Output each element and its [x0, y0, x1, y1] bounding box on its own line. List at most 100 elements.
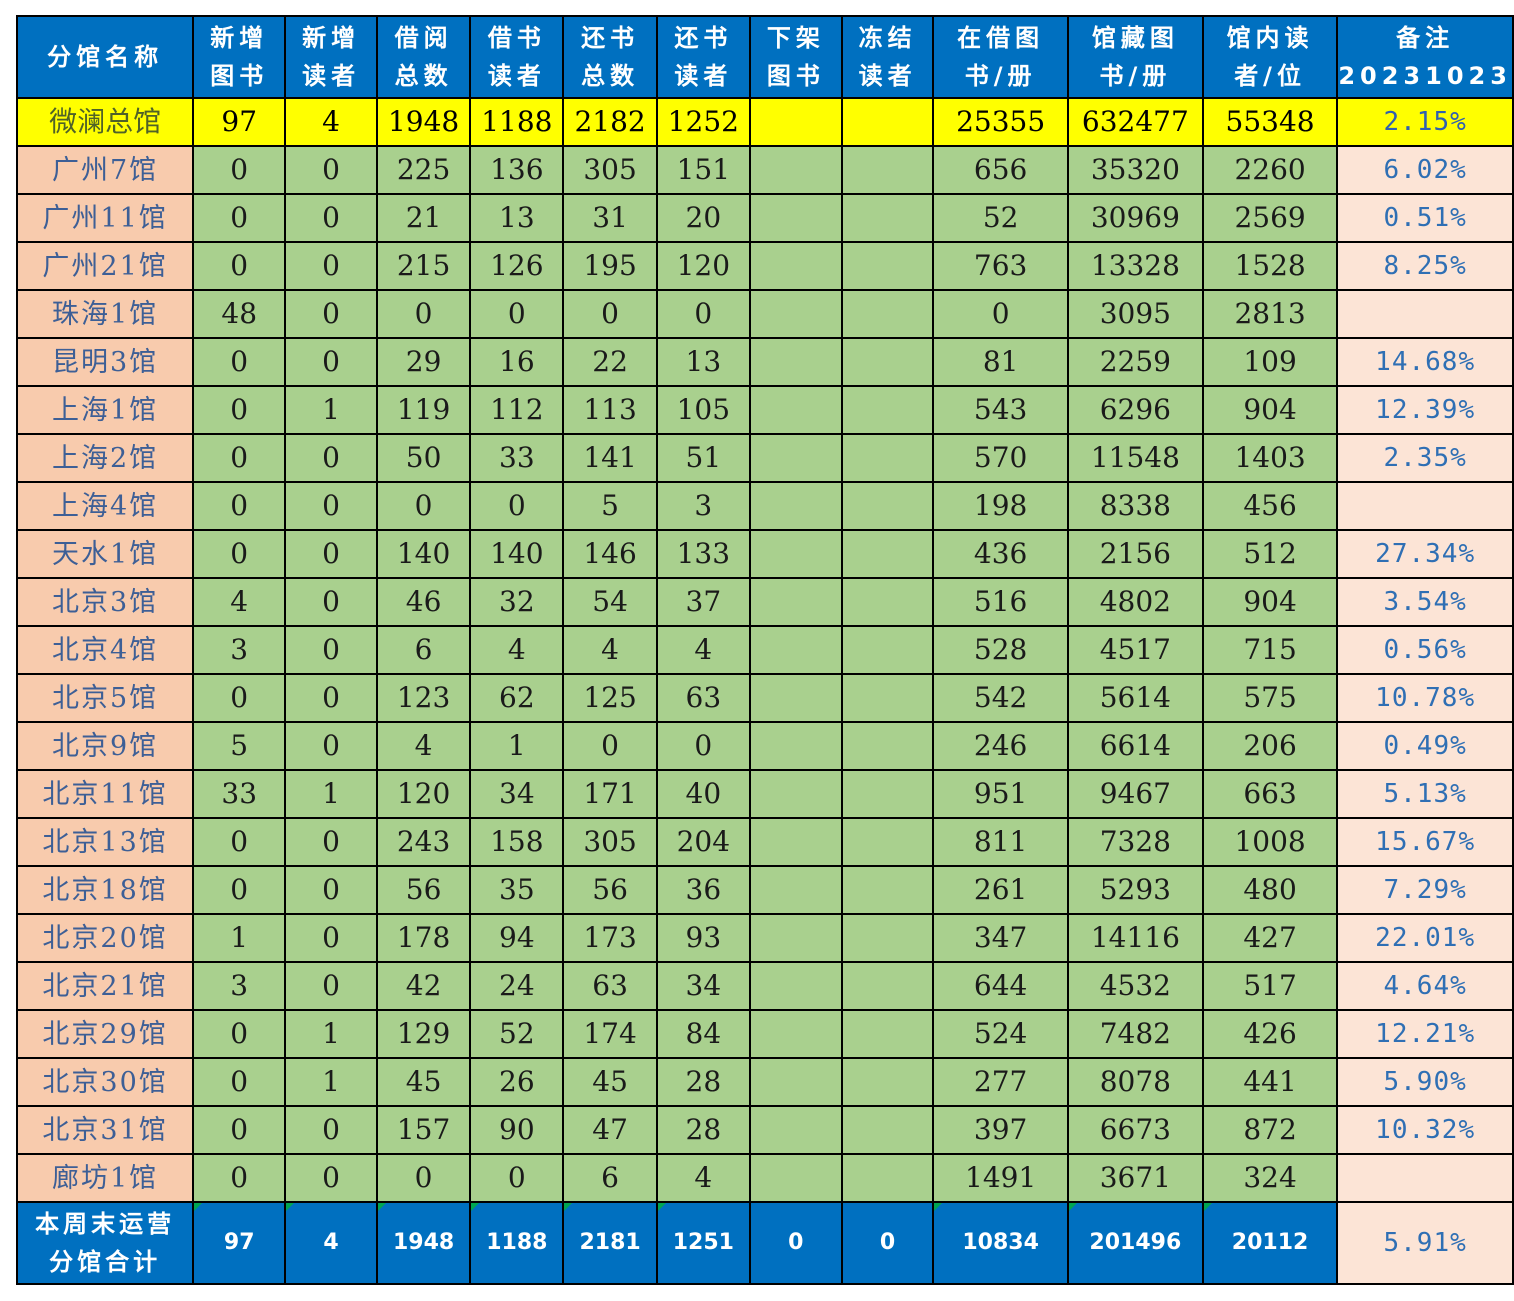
cell-collection-books: 8338: [1066, 481, 1204, 531]
cell-new-readers: 1: [284, 1057, 378, 1107]
cell-total-returns: 2182: [562, 97, 658, 147]
cell-branch-name: 北京18馆: [15, 865, 195, 915]
cell-branch-name: 广州21馆: [15, 241, 195, 291]
cell-returning-readers: 28: [655, 1057, 751, 1107]
cell-total-loans: 45: [375, 1057, 472, 1107]
cell-collection-books: 4517: [1066, 625, 1204, 675]
cell-delisted-books: [748, 1153, 843, 1203]
cell-total-returns: 125: [562, 673, 658, 723]
cell-new-readers: 1: [284, 1009, 378, 1059]
cell-borrowing-readers: 1: [469, 721, 565, 771]
header-label-line: 总数: [581, 62, 640, 90]
cell-note: 2.35%: [1336, 433, 1514, 483]
cell-books-on-loan: 52: [932, 193, 1069, 243]
table-row: 北京3馆 4 0 46 32 54 37 516 4802 904 3.54%: [15, 577, 1514, 627]
cell-delisted-books: [748, 817, 843, 867]
cell-total-loans: 1948: [375, 97, 472, 147]
cell-delisted-books: [748, 625, 843, 675]
cell-branch-name: 珠海1馆: [15, 289, 195, 339]
cell-branch-name: 天水1馆: [15, 529, 195, 579]
cell-frozen-readers: [840, 1009, 935, 1059]
header-frozen-readers: 冻结 读者: [840, 15, 935, 99]
cell-total-returns: 174: [562, 1009, 658, 1059]
table-row: 北京18馆 0 0 56 35 56 36 261 5293 480 7.29%: [15, 865, 1514, 915]
table-row: 上海1馆 0 1 119 112 113 105 543 6296 904 12.39%: [15, 385, 1514, 435]
cell-new-books: 0: [192, 1153, 287, 1203]
cell-delisted-books: [748, 961, 843, 1011]
cell-frozen-readers: [840, 769, 935, 819]
cell-branch-name: 北京3馆: [15, 577, 195, 627]
cell-books-on-loan: 198: [932, 481, 1069, 531]
summary-borrowing-readers: 1188: [469, 1201, 565, 1285]
cell-new-readers: 0: [284, 241, 378, 291]
summary-returning-readers: 1251: [655, 1201, 751, 1285]
cell-borrowing-readers: 112: [469, 385, 565, 435]
cell-total-returns: 5: [562, 481, 658, 531]
cell-books-on-loan: 542: [932, 673, 1069, 723]
cell-registered-readers: 55348: [1201, 97, 1339, 147]
cell-branch-name: 北京20馆: [15, 913, 195, 963]
summary-value: 20112: [1231, 1230, 1309, 1255]
summary-value: 4: [323, 1230, 339, 1255]
cell-total-loans: 6: [375, 625, 472, 675]
header-label-line: 馆藏图: [1091, 24, 1179, 52]
cell-returning-readers: 28: [655, 1105, 751, 1155]
header-total-loans: 借阅 总数: [375, 15, 472, 99]
cell-returning-readers: 37: [655, 577, 751, 627]
cell-branch-name: 廊坊1馆: [15, 1153, 195, 1203]
cell-new-books: 0: [192, 673, 287, 723]
header-label-line: 还书: [674, 24, 733, 52]
cell-collection-books: 3671: [1066, 1153, 1204, 1203]
header-total-returns: 还书 总数: [562, 15, 658, 99]
cell-total-returns: 305: [562, 145, 658, 195]
cell-branch-name: 北京11馆: [15, 769, 195, 819]
cell-branch-name: 北京5馆: [15, 673, 195, 723]
cell-branch-name: 广州7馆: [15, 145, 195, 195]
cell-returning-readers: 63: [655, 673, 751, 723]
cell-new-books: 97: [192, 97, 287, 147]
cell-borrowing-readers: 136: [469, 145, 565, 195]
cell-delisted-books: [748, 673, 843, 723]
cell-delisted-books: [748, 769, 843, 819]
table-row: 北京29馆 0 1 129 52 174 84 524 7482 426 12.21%: [15, 1009, 1514, 1059]
cell-new-books: 0: [192, 145, 287, 195]
cell-borrowing-readers: 16: [469, 337, 565, 387]
cell-total-loans: 0: [375, 1153, 472, 1203]
cell-delisted-books: [748, 1057, 843, 1107]
cell-new-books: 0: [192, 193, 287, 243]
cell-frozen-readers: [840, 145, 935, 195]
cell-frozen-readers: [840, 337, 935, 387]
cell-total-loans: 120: [375, 769, 472, 819]
cell-new-books: 0: [192, 1057, 287, 1107]
cell-books-on-loan: 811: [932, 817, 1069, 867]
cell-returning-readers: 151: [655, 145, 751, 195]
table-row: 广州11馆 0 0 21 13 31 20 52 30969 2569 0.51%: [15, 193, 1514, 243]
cell-books-on-loan: 81: [932, 337, 1069, 387]
cell-frozen-readers: [840, 529, 935, 579]
cell-new-readers: 0: [284, 1105, 378, 1155]
cell-registered-readers: 206: [1201, 721, 1339, 771]
header-label-line: 书/册: [1099, 62, 1172, 90]
cell-branch-name: 微澜总馆: [15, 97, 195, 147]
cell-returning-readers: 40: [655, 769, 751, 819]
cell-new-books: 0: [192, 529, 287, 579]
cell-registered-readers: 575: [1201, 673, 1339, 723]
cell-total-loans: 29: [375, 337, 472, 387]
branch-stats-table: 分馆名称 新增 图书 新增 读者 借阅 总数 借书 读者 还书 总数 还书 读者 下架 图书 冻结 读者 在借图书…: [15, 15, 1514, 1285]
cell-frozen-readers: [840, 289, 935, 339]
cell-frozen-readers: [840, 673, 935, 723]
cell-frozen-readers: [840, 913, 935, 963]
cell-new-readers: 0: [284, 481, 378, 531]
cell-books-on-loan: 951: [932, 769, 1069, 819]
cell-delisted-books: [748, 385, 843, 435]
summary-row: 本周末运营 分馆合计 97 4 1948 1188 2181 1251 0 0 10834 20149…: [15, 1201, 1514, 1285]
cell-new-readers: 4: [284, 97, 378, 147]
header-registered-readers: 馆内读 者/位: [1201, 15, 1339, 99]
formula-indicator-icon: [1204, 1204, 1212, 1211]
cell-note: 0.56%: [1336, 625, 1514, 675]
formula-indicator-icon: [565, 1204, 573, 1211]
cell-new-books: 0: [192, 241, 287, 291]
cell-delisted-books: [748, 481, 843, 531]
cell-registered-readers: 663: [1201, 769, 1339, 819]
cell-new-books: 4: [192, 577, 287, 627]
